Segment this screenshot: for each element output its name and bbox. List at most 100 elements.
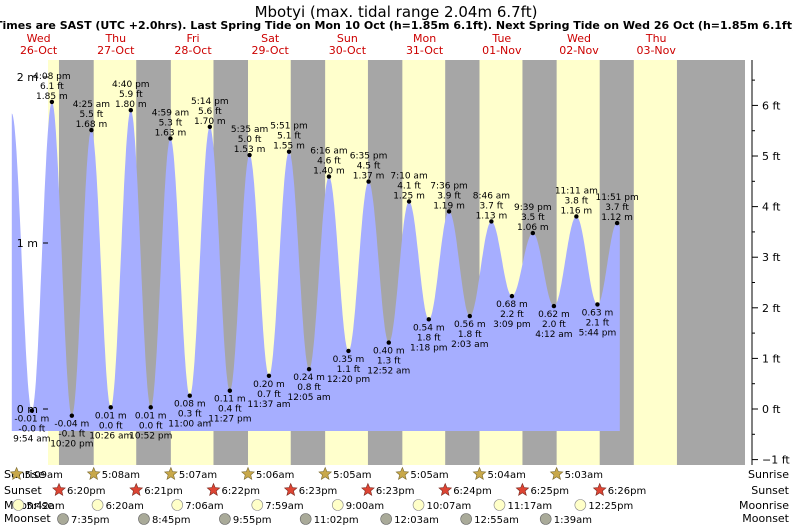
tide-point <box>69 413 75 418</box>
sunrise-time: 5:06am <box>256 470 294 481</box>
tide-label: 1.85 m <box>36 92 68 102</box>
moonrise-icon <box>171 499 184 511</box>
sunset-icon <box>206 482 221 496</box>
sunset-time: 6:26pm <box>608 486 647 497</box>
tide-point <box>489 219 494 224</box>
moonrise-time: 6:20am <box>106 501 144 512</box>
sunrise-icon <box>86 466 101 480</box>
sunrise-icon <box>9 466 24 480</box>
sunrise-time: 5:05am <box>410 470 448 481</box>
tide-label: 0.40 m <box>373 347 405 357</box>
tide-point <box>346 348 351 354</box>
tide-label: 3.7 ft <box>605 203 629 213</box>
day-date: 03-Nov <box>636 44 676 57</box>
tide-label: 2.0 ft <box>542 320 566 330</box>
tide-label: 4:25 am <box>73 100 110 110</box>
right-tick-label: 6 ft <box>762 99 781 112</box>
moonrise-icon <box>574 499 587 511</box>
tide-label: 9:39 pm <box>514 203 552 213</box>
plot-area: -0.01 m-0.0 ft9:54 am 4:08 pm6.1 ft1.85 m… <box>11 60 745 465</box>
right-tick-label: 5 ft <box>762 150 781 163</box>
moonset-time: 12:03am <box>394 515 439 525</box>
tide-label: 3:09 pm <box>493 320 531 330</box>
moonrise-icon <box>331 499 344 511</box>
tide-label: 5:51 pm <box>270 122 308 132</box>
tide-label: 7:10 am <box>390 172 427 182</box>
moonrise-time: 7:59am <box>265 501 303 512</box>
tide-label: 4.6 ft <box>317 157 341 167</box>
sunset-time: 6:24pm <box>453 486 492 497</box>
sunset-icon <box>361 482 375 496</box>
sunset-time: 6:23pm <box>299 486 338 497</box>
sunrise-time: 5:07am <box>179 470 217 481</box>
right-tick-label: 3 ft <box>762 251 781 264</box>
sunset-time: 6:20pm <box>67 486 106 497</box>
moonset-row-label-left: Moonset <box>4 512 51 525</box>
tide-label: 4:12 am <box>535 330 572 340</box>
tide-point <box>446 209 452 214</box>
tide-label: 6:16 am <box>310 147 347 157</box>
moonset-time: 12:55am <box>474 515 519 525</box>
day-date: 27-Oct <box>97 44 135 57</box>
tide-label: 0.20 m <box>253 380 285 390</box>
tide-point <box>108 405 113 410</box>
left-axis: 2 m 1 m 0 m <box>17 71 48 416</box>
sunrise-time: 5:09am <box>25 470 63 481</box>
tide-label: 12:52 am <box>367 367 410 377</box>
right-axis: 6 ft 5 ft 4 ft 3 ft 2 ft 1 ft 0 ft −1 ft <box>751 60 790 467</box>
tide-point <box>128 108 134 113</box>
chart-subtitle: Times are SAST (UTC +2.0hrs). Last Sprin… <box>0 19 793 32</box>
tide-point <box>406 199 412 204</box>
tide-label: 1.13 m <box>476 211 508 221</box>
sunset-row-label-left: Sunset <box>4 484 42 497</box>
moonrise-icon <box>412 499 425 511</box>
tide-label: 3.8 ft <box>565 196 589 206</box>
tide-point <box>509 293 515 299</box>
sunset-time: 6:22pm <box>221 486 260 497</box>
tide-label: 0.63 m <box>582 308 614 318</box>
tide-label: 4:59 am <box>152 108 189 118</box>
tide-label: 0.62 m <box>538 310 570 320</box>
tide-label: 0.68 m <box>496 300 528 310</box>
sunset-icon <box>52 482 66 496</box>
tide-label: 4.5 ft <box>357 162 381 172</box>
sunrise-row-label-right: Sunrise <box>748 468 789 481</box>
tide-label: -0.04 m <box>54 420 89 430</box>
sunset-icon <box>129 482 144 496</box>
tide-point <box>187 393 192 398</box>
tide-label: -0.1 ft <box>58 430 85 440</box>
day-date: 01-Nov <box>482 44 522 57</box>
tide-label: 1.37 m <box>353 172 385 182</box>
tide-point <box>227 388 233 393</box>
tide-label: 0.0 ft <box>139 421 163 431</box>
tide-label: 0.54 m <box>413 323 445 333</box>
daylight-band <box>633 60 677 465</box>
tide-label: 3.5 ft <box>521 213 545 223</box>
tide-label: 0.3 ft <box>178 410 202 420</box>
tide-point <box>266 373 272 378</box>
left-tick-label: 0 m <box>17 403 38 416</box>
tide-label: 4.1 ft <box>397 182 421 192</box>
tide-label: 1.8 ft <box>458 330 482 340</box>
tide-label: 2.1 ft <box>586 318 610 328</box>
tide-label: 1.40 m <box>313 167 345 177</box>
sunrise-icon <box>549 466 564 480</box>
tide-label: 0.0 ft <box>99 421 123 431</box>
tide-point <box>426 317 431 322</box>
tide-markers: -0.01 m-0.0 ft9:54 am 4:08 pm6.1 ft1.85 m… <box>13 72 639 450</box>
tide-label: 0.8 ft <box>297 383 321 393</box>
day-weekday: Wed <box>567 32 591 45</box>
moonset-time: 9:55pm <box>233 515 272 525</box>
tide-point <box>326 174 332 179</box>
tide-label: 7:36 pm <box>430 181 468 191</box>
moonrise-time: 9:00am <box>346 501 384 512</box>
tide-label: 8:46 am <box>473 191 510 201</box>
tide-label: 4:08 pm <box>33 72 71 82</box>
tide-label: 6:35 pm <box>350 152 388 162</box>
tide-label: 2:03 am <box>451 340 488 350</box>
tide-label: 5.0 ft <box>238 135 262 145</box>
tide-label: 5:14 pm <box>191 97 229 107</box>
tide-label: 11:11 am <box>555 186 598 196</box>
tide-label: 1.1 ft <box>337 365 361 375</box>
